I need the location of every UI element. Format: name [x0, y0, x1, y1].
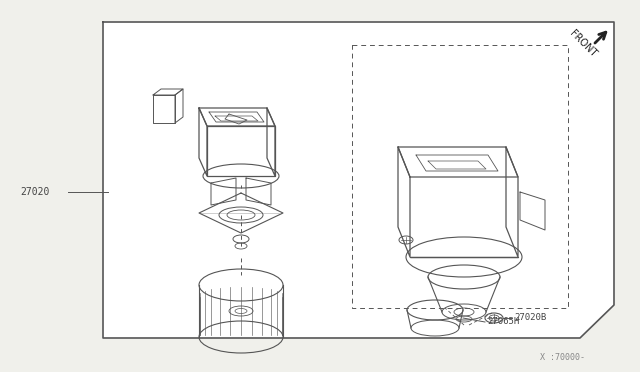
Text: 27020B: 27020B	[514, 314, 547, 323]
Text: FRONT: FRONT	[568, 29, 598, 60]
Text: X :70000-: X :70000-	[540, 353, 585, 362]
Text: 27020: 27020	[20, 187, 49, 197]
Text: 27065H: 27065H	[487, 317, 519, 327]
Polygon shape	[103, 22, 614, 338]
